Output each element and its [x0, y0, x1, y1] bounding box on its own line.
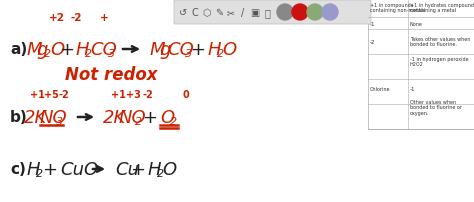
Text: M: M: [27, 41, 43, 59]
Text: O: O: [50, 41, 64, 59]
Text: +: +: [143, 108, 157, 126]
Text: C: C: [191, 8, 199, 18]
Text: Not redox: Not redox: [65, 66, 157, 84]
Text: ↺: ↺: [179, 8, 187, 18]
Text: 3: 3: [185, 49, 192, 59]
Text: None: None: [410, 21, 423, 26]
Circle shape: [277, 5, 293, 21]
Text: H: H: [208, 41, 221, 59]
Text: ▣: ▣: [250, 8, 260, 18]
Text: ✂: ✂: [227, 8, 235, 18]
Circle shape: [322, 5, 338, 21]
Text: 2: 2: [157, 168, 164, 178]
Text: Cu: Cu: [115, 160, 139, 178]
Text: O: O: [222, 41, 236, 59]
Text: g: g: [159, 41, 170, 59]
Text: +: +: [130, 160, 146, 178]
Text: CO: CO: [90, 41, 117, 59]
Text: +: +: [100, 13, 109, 23]
Circle shape: [307, 5, 323, 21]
Text: -1 in hydrogen peroxide
H2O2: -1 in hydrogen peroxide H2O2: [410, 56, 469, 67]
Text: -2: -2: [143, 89, 154, 100]
Circle shape: [292, 5, 308, 21]
Text: +3: +3: [126, 89, 140, 100]
Text: ✎: ✎: [215, 8, 223, 18]
Text: NO: NO: [119, 108, 146, 126]
FancyBboxPatch shape: [174, 1, 371, 25]
Text: Chlorine: Chlorine: [370, 87, 391, 92]
Text: a): a): [10, 42, 27, 57]
Text: +: +: [60, 41, 74, 59]
Text: H: H: [148, 160, 162, 178]
Text: g: g: [36, 41, 47, 59]
Text: +: +: [191, 41, 206, 59]
Text: b): b): [10, 110, 28, 125]
Text: O: O: [162, 160, 176, 178]
Text: CO: CO: [167, 41, 194, 59]
Text: NO: NO: [40, 108, 68, 126]
Text: +1 in hydrates compounds
containing a metal: +1 in hydrates compounds containing a me…: [410, 3, 474, 13]
Text: +5: +5: [44, 89, 58, 100]
Text: H: H: [27, 160, 40, 178]
Text: -2: -2: [59, 89, 69, 100]
Text: -2: -2: [70, 13, 82, 23]
Text: +1: +1: [110, 89, 126, 100]
Text: O: O: [160, 108, 174, 126]
Text: -2: -2: [370, 39, 375, 44]
Text: 2: 2: [170, 116, 177, 126]
Text: 2: 2: [36, 168, 43, 178]
Text: 2K: 2K: [103, 108, 126, 126]
Text: +: +: [43, 160, 57, 178]
Text: 🖼: 🖼: [264, 8, 270, 18]
Text: -1: -1: [370, 21, 375, 26]
Text: +2: +2: [49, 13, 65, 23]
Text: M: M: [150, 41, 165, 59]
Text: 0: 0: [182, 89, 190, 100]
Text: ⬡: ⬡: [203, 8, 211, 18]
Text: H: H: [76, 41, 90, 59]
Text: +1 in compounds
containing non-metals: +1 in compounds containing non-metals: [370, 3, 425, 13]
Bar: [368, 0, 474, 129]
Text: Other values when
bonded to fluorine or
oxygen.: Other values when bonded to fluorine or …: [410, 99, 462, 116]
Text: 2: 2: [85, 49, 92, 59]
Text: 2: 2: [135, 116, 142, 126]
Text: c): c): [10, 162, 26, 177]
Text: -1: -1: [410, 87, 416, 92]
Text: 3: 3: [56, 116, 63, 126]
Text: +1: +1: [29, 89, 45, 100]
Text: /: /: [241, 8, 245, 18]
Text: 2: 2: [217, 49, 224, 59]
Text: CuO: CuO: [60, 160, 98, 178]
Text: 3: 3: [108, 49, 115, 59]
Text: 2K: 2K: [24, 108, 47, 126]
Text: 2: 2: [44, 49, 51, 59]
Text: Takes other values when
bonded to fluorine.: Takes other values when bonded to fluori…: [410, 36, 470, 47]
